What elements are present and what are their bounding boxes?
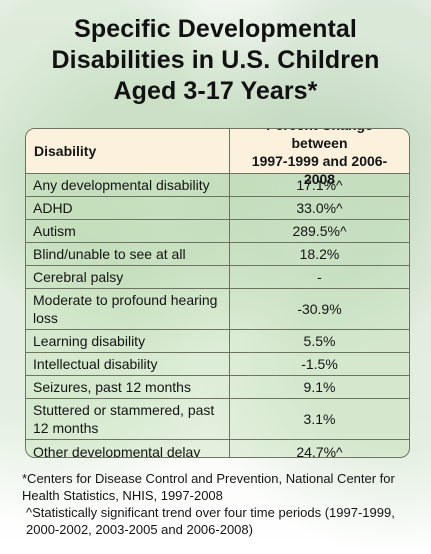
table-row: Moderate to profound hearing loss -30.9% [26,289,409,330]
table-body: Any developmental disability 17.1%^ ADHD… [26,174,409,458]
disability-column-header: Disability [26,129,230,173]
percent-change-cell: -1.5% [301,356,338,372]
percent-change-cell: 3.1% [303,411,336,427]
table-row: Autism 289.5%^ [26,220,409,243]
source-footnote: *Centers for Disease Control and Prevent… [22,471,395,503]
table-row: Stuttered or stammered, past 12 months 3… [26,399,409,440]
percent-change-header-line-2: 1997-1999 and 2006-2008 [251,152,388,187]
disability-cell: Cerebral palsy [26,266,230,288]
disability-cell: Moderate to profound hearing loss [26,289,230,329]
percent-change-cell: 17.1%^ [296,177,343,193]
table-header: Disability Percent Change between 1997-1… [26,129,409,187]
disability-cell: Learning disability [26,330,230,352]
percent-change-cell: -30.9% [297,301,342,317]
percent-change-cell: 33.0%^ [296,200,343,216]
title-line-3: Aged 3-17 Years* [113,77,318,105]
table-row: Learning disability 5.5% [26,330,409,353]
table-row: ADHD 33.0%^ [26,197,409,220]
disability-cell: Seizures, past 12 months [26,376,230,398]
footnotes: *Centers for Disease Control and Prevent… [22,470,412,538]
disability-table: Disability Percent Change between 1997-1… [25,128,410,458]
disability-cell: Any developmental disability [26,174,230,196]
percent-change-column-header: Percent Change between 1997-1999 and 200… [230,129,409,187]
disability-cell: Other developmental delay [26,440,230,457]
table-row: Blind/unable to see at all 18.2% [26,243,409,266]
disability-cell: Stuttered or stammered, past 12 months [26,399,230,439]
table-row: Seizures, past 12 months 9.1% [26,376,409,399]
disability-cell: Blind/unable to see at all [26,243,230,265]
percent-change-cell: - [317,269,322,285]
disability-cell: ADHD [26,197,230,219]
table-row: Other developmental delay 24.7%^ [26,440,409,458]
percent-change-cell: 24.7%^ [296,443,343,458]
percent-change-cell: 18.2% [299,246,340,262]
title-line-2: Disabilities in U.S. Children [51,46,380,74]
trend-footnote: ^Statistically significant trend over fo… [26,505,395,537]
percent-change-cell: 289.5%^ [292,223,347,239]
table-row: Cerebral palsy - [26,266,409,289]
infographic-title: Specific Developmental Disabilities in U… [8,14,423,107]
table-row: Intellectual disability -1.5% [26,353,409,376]
percent-change-cell: 9.1% [303,379,336,395]
title-line-1: Specific Developmental [74,15,357,43]
percent-change-cell: 5.5% [303,333,336,349]
table-row: Any developmental disability 17.1%^ [26,174,409,197]
disability-cell: Intellectual disability [26,353,230,375]
disability-cell: Autism [26,220,230,242]
percent-change-header-line-1: Percent Change between [266,129,373,151]
